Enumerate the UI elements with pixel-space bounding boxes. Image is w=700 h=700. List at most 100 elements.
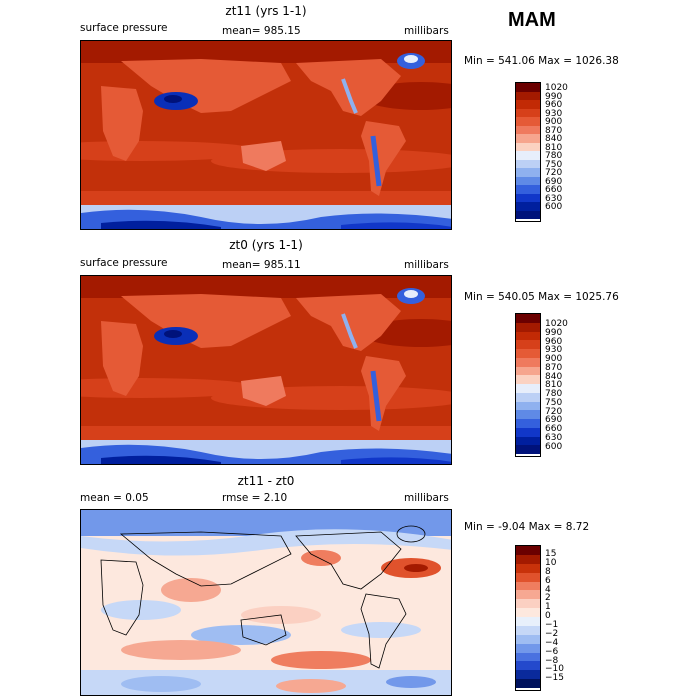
panel3-units-label: millibars — [404, 492, 449, 504]
colorbar-swatch — [516, 581, 540, 591]
panel2-colorbar-labels: 1020 990 960 930 900 870 840 810 780 750 720 690 660… — [545, 319, 568, 452]
colorbar-swatch — [516, 100, 540, 109]
colorbar-swatch — [516, 427, 540, 437]
colorbar-label: 990 — [545, 91, 563, 102]
colorbar-swatch — [516, 151, 540, 160]
colorbar-swatch — [516, 314, 540, 323]
colorbar-swatch — [516, 125, 540, 134]
colorbar-label: 630 — [545, 432, 563, 443]
colorbar-label: 780 — [545, 389, 563, 399]
colorbar-label: 10 — [545, 557, 557, 568]
panel2-units-label: millibars — [404, 259, 449, 271]
colorbar-label: 960 — [545, 336, 563, 347]
panel3-map — [80, 509, 452, 696]
colorbar-swatch — [516, 117, 540, 126]
colorbar-label: 720 — [545, 406, 563, 417]
panel1-left-label: surface pressure — [80, 22, 168, 34]
panel1-colorbar — [515, 82, 541, 222]
colorbar-label: −1 — [545, 620, 559, 630]
colorbar-label: 690 — [545, 415, 563, 426]
colorbar-swatch — [516, 210, 540, 219]
colorbar-swatch — [516, 419, 540, 428]
colorbar-label: −2 — [545, 628, 559, 639]
colorbar-swatch — [516, 625, 540, 635]
colorbar-label: −15 — [545, 673, 564, 684]
season-label: MAM — [508, 9, 556, 31]
colorbar-label: 0 — [545, 611, 551, 622]
colorbar-swatch — [516, 652, 540, 662]
colorbar-label: 1020 — [545, 319, 568, 329]
colorbar-swatch — [516, 349, 540, 358]
colorbar-swatch — [516, 546, 540, 555]
panel1-map — [80, 40, 452, 230]
colorbar-label: 630 — [545, 193, 563, 204]
colorbar-swatch — [516, 590, 540, 600]
colorbar-label: 900 — [545, 354, 563, 364]
colorbar-label: 1 — [545, 602, 551, 613]
colorbar-label: 1020 — [545, 83, 568, 93]
colorbar-label: 2 — [545, 593, 551, 604]
panel3-minmax: Min = -9.04 Max = 8.72 — [464, 521, 590, 533]
colorbar-label: 690 — [545, 176, 563, 187]
colorbar-swatch — [516, 572, 540, 582]
colorbar-swatch — [516, 410, 540, 419]
colorbar-swatch — [516, 670, 540, 680]
panel1-minmax: Min = 541.06 Max = 1026.38 — [464, 55, 619, 67]
panel3-rmse-label: rmse = 2.10 — [222, 492, 288, 504]
colorbar-swatch — [516, 366, 540, 376]
colorbar-swatch — [516, 134, 540, 143]
colorbar-label: 6 — [545, 575, 551, 586]
colorbar-swatch — [516, 401, 540, 411]
colorbar-swatch — [516, 563, 540, 573]
colorbar-swatch — [516, 168, 540, 177]
colorbar-swatch — [516, 643, 540, 653]
colorbar-swatch — [516, 322, 540, 332]
colorbar-swatch — [516, 384, 540, 393]
colorbar-label: 4 — [545, 584, 551, 595]
colorbar-label: 810 — [545, 142, 563, 153]
colorbar-swatch — [516, 608, 540, 617]
panel1-map-graphic — [81, 41, 451, 229]
panel1-title: zt11 (yrs 1-1) — [225, 4, 307, 18]
colorbar-label: 870 — [545, 125, 563, 136]
colorbar-swatch — [516, 176, 540, 185]
colorbar-swatch — [516, 185, 540, 194]
colorbar-label: 840 — [545, 371, 563, 382]
colorbar-label: 15 — [545, 549, 557, 559]
panel1-mean-label: mean= 985.15 — [222, 25, 301, 37]
colorbar-swatch — [516, 445, 540, 454]
colorbar-label: 600 — [545, 441, 563, 452]
colorbar-label: −8 — [545, 655, 559, 666]
colorbar-label: 8 — [545, 566, 551, 577]
colorbar-swatch — [516, 340, 540, 349]
colorbar-label: 780 — [545, 151, 563, 161]
colorbar-label: 990 — [545, 327, 563, 338]
panel2-colorbar — [515, 313, 541, 457]
colorbar-swatch — [516, 634, 540, 644]
panel2-map-graphic — [81, 276, 451, 464]
colorbar-label: −6 — [545, 646, 559, 657]
panel2-left-label: surface pressure — [80, 257, 168, 269]
colorbar-label: 600 — [545, 202, 563, 212]
colorbar-label: 810 — [545, 380, 563, 391]
panel3-map-graphic — [81, 510, 451, 695]
colorbar-swatch — [516, 91, 540, 100]
colorbar-label: −10 — [545, 664, 564, 675]
panel3-title: zt11 - zt0 — [237, 474, 295, 488]
colorbar-label: 660 — [545, 185, 563, 195]
panel1-colorbar-labels: 1020 990 960 930 900 870 840 810 780 750 720 690 660… — [545, 83, 568, 211]
colorbar-swatch — [516, 202, 540, 211]
colorbar-swatch — [516, 193, 540, 202]
colorbar-label: 840 — [545, 134, 563, 144]
colorbar-swatch — [516, 375, 540, 384]
colorbar-label: 750 — [545, 397, 563, 408]
colorbar-label: 930 — [545, 108, 563, 119]
panel2-minmax: Min = 540.05 Max = 1025.76 — [464, 291, 619, 303]
colorbar-swatch — [516, 679, 540, 688]
colorbar-swatch — [516, 108, 540, 117]
colorbar-label: 930 — [545, 345, 563, 356]
panel3-mean-label: mean = 0.05 — [80, 492, 149, 504]
colorbar-label: 750 — [545, 159, 563, 170]
colorbar-label: 660 — [545, 424, 563, 434]
colorbar-label: 870 — [545, 362, 563, 373]
